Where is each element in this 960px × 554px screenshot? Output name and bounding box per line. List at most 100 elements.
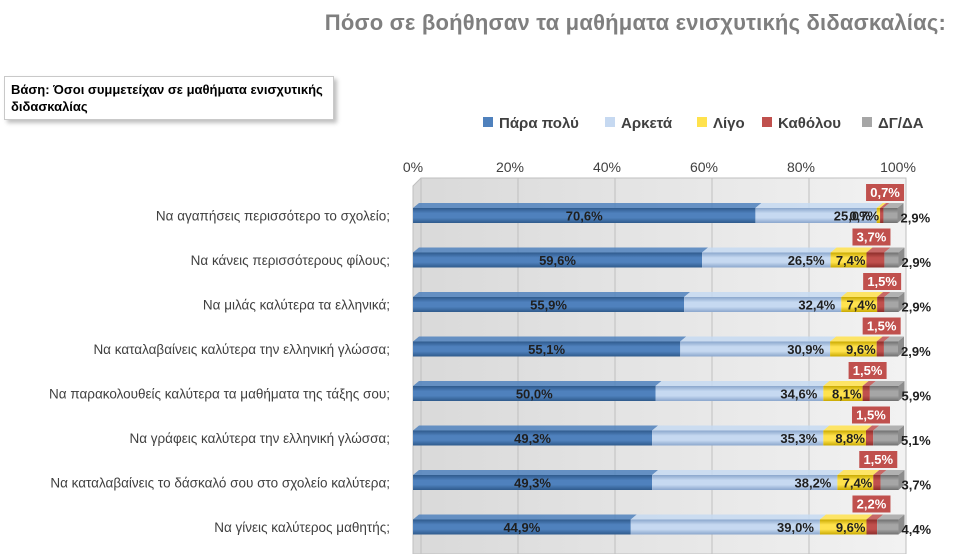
category-label: Να αγαπήσεις περισσότερο το σχολείο; (156, 209, 390, 224)
bar-segment-top (873, 425, 904, 431)
bar-segment-top (866, 514, 884, 520)
bar-segment-top (413, 381, 662, 386)
bar-segment (413, 475, 653, 490)
data-label: 5,1% (901, 433, 931, 448)
category-label: Να κάνεις περισσότερους φίλους; (191, 253, 390, 268)
data-label: 9,6% (836, 520, 866, 535)
x-tick-label: 0% (403, 159, 423, 175)
data-label: 7,4% (836, 253, 866, 268)
x-tick-label: 40% (593, 159, 621, 175)
legend-swatch (483, 117, 493, 127)
bar-segment (823, 430, 866, 446)
legend-label: ΔΓ/ΔΑ (878, 115, 924, 132)
bar-segment (884, 297, 899, 312)
data-label-box (852, 228, 891, 246)
bar-segment (413, 386, 656, 401)
bar-segment (883, 341, 898, 357)
bar-segment (630, 519, 820, 535)
data-label: 7,4% (847, 298, 877, 313)
bar-segment-top (680, 336, 837, 342)
data-label: 38,2% (795, 476, 832, 491)
data-label: 0,7% (849, 209, 879, 224)
data-label: 1,5% (856, 408, 886, 423)
bar-segment-top (413, 425, 659, 431)
data-label: 7,4% (843, 476, 873, 491)
bar-segment (837, 475, 874, 490)
data-label: 44,9% (503, 520, 540, 535)
bar-segment (702, 252, 831, 268)
bar-segment-top (630, 514, 826, 520)
base-note: Βάση: Όσοι συμμετείχαν σε μαθήματα ενισχ… (4, 76, 334, 120)
bar-segment (866, 252, 885, 268)
legend-swatch (697, 117, 707, 127)
bar-segment (413, 297, 685, 312)
bar-segment-top (413, 336, 687, 342)
data-label: 34,6% (780, 387, 817, 402)
data-label: 50,0% (516, 387, 553, 402)
category-label: Να παρακολουθείς καλύτερα τα μαθήματα τη… (49, 387, 390, 402)
category-label: Να καταλαβαίνεις καλύτερα την ελληνική γ… (93, 342, 390, 357)
bar-segment (880, 208, 884, 223)
data-label: 2,9% (901, 255, 931, 270)
data-label: 0,7% (870, 185, 900, 200)
legend: Πάρα πολύ Αρκετά Λίγο Καθόλου ΔΓ/ΔΑ (483, 115, 924, 132)
bar-segment-top (655, 381, 830, 386)
bar-segment (819, 519, 867, 535)
data-label: 35,3% (780, 431, 817, 446)
bar-segment (873, 475, 881, 490)
bar-segment (413, 341, 681, 357)
bar-segment-top (684, 292, 848, 297)
bar-end-cap (898, 247, 905, 268)
bar-segment-top (866, 247, 891, 253)
bar-segment-top (755, 203, 883, 208)
data-label: 25,0% (834, 209, 871, 224)
bar-segment (883, 208, 898, 223)
bar-segment (873, 430, 898, 446)
bar-segment-top (413, 514, 637, 520)
bar-segment-top (884, 247, 905, 253)
bar-segment (680, 341, 831, 357)
x-tick-label: 80% (787, 159, 815, 175)
bar-segment (877, 519, 899, 535)
data-label: 8,1% (832, 387, 862, 402)
bar-segment (866, 519, 878, 535)
bar-segment-top (413, 292, 691, 297)
bar-segment-top (841, 292, 884, 297)
legend-swatch (862, 117, 872, 127)
plot-area (412, 177, 907, 554)
bar-segment-top (880, 203, 890, 208)
bar-segment-top (819, 514, 873, 520)
bar-end-cap (898, 381, 905, 401)
chart-title: Πόσο σε βοήθησαν τα μαθήματα ενισχυτικής… (324, 10, 946, 35)
data-label-box (863, 273, 902, 290)
legend-swatch (762, 117, 772, 127)
data-label-box (848, 362, 887, 379)
bar-segment (869, 386, 899, 401)
bar-segment-top (876, 203, 887, 208)
bar-segment (823, 386, 863, 401)
bar-segment-top (876, 336, 890, 342)
data-label: 1,5% (853, 363, 883, 378)
bar-segment (652, 475, 838, 490)
bar-segment-top (823, 425, 872, 431)
bar-segment-top (413, 247, 709, 253)
bar-segment (865, 430, 874, 446)
data-label-box (862, 317, 901, 335)
data-label: 32,4% (798, 298, 835, 313)
legend-label: Πάρα πολύ (499, 115, 579, 132)
category-label: Να γράφεις καλύτερα την ελληνική γλώσσα; (129, 431, 390, 446)
data-label: 3,7% (857, 230, 887, 245)
bar-segment-top (865, 425, 880, 431)
bar-segment-top (652, 470, 844, 475)
bar-end-cap (898, 336, 904, 357)
data-label: 2,9% (901, 344, 931, 359)
bar-segment (876, 341, 884, 357)
data-label: 9,6% (846, 342, 876, 357)
data-label: 1,5% (867, 319, 897, 334)
bar-segment (884, 252, 899, 268)
data-label: 4,4% (901, 522, 931, 537)
bar-segment-top (830, 247, 873, 253)
x-tick-label: 100% (880, 159, 916, 175)
bar-segment-top (884, 292, 905, 297)
data-label: 2,9% (901, 211, 931, 226)
